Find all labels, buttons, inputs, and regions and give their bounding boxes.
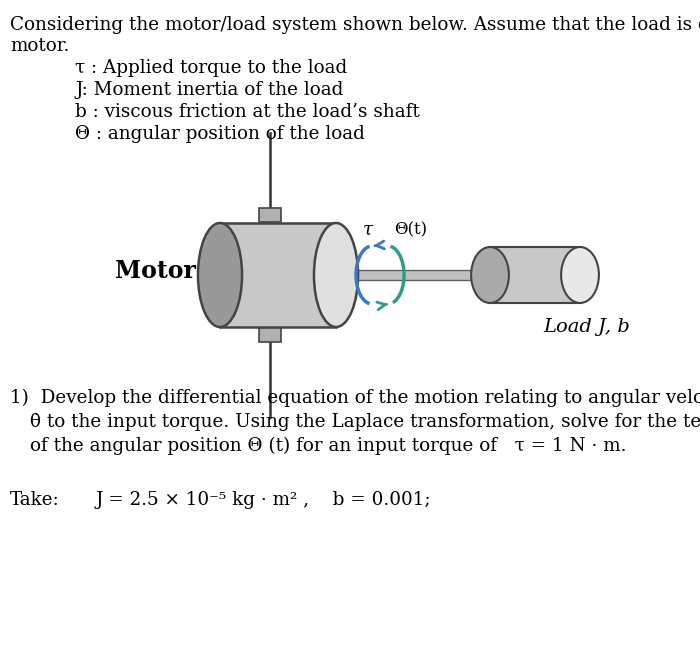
Text: 1)  Develop the differential equation of the motion relating to angular velocity: 1) Develop the differential equation of …: [10, 389, 700, 408]
Text: motor.: motor.: [10, 37, 69, 55]
Ellipse shape: [561, 247, 599, 303]
Text: Take:: Take:: [10, 491, 60, 509]
Text: Load J, b: Load J, b: [543, 318, 630, 336]
Text: J = 2.5 × 10⁻⁵ kg · m² ,    b = 0.001;: J = 2.5 × 10⁻⁵ kg · m² , b = 0.001;: [95, 491, 430, 509]
Text: Considering the motor/load system shown below. Assume that the load is driven by: Considering the motor/load system shown …: [10, 16, 700, 34]
Text: Motor: Motor: [115, 259, 196, 283]
Bar: [259, 208, 281, 222]
Text: τ : Applied torque to the load: τ : Applied torque to the load: [75, 59, 347, 77]
Bar: [356, 270, 490, 280]
Text: τ: τ: [363, 221, 373, 239]
Bar: [259, 328, 281, 342]
Text: Θ(t): Θ(t): [394, 221, 427, 238]
Text: J: Moment inertia of the load: J: Moment inertia of the load: [75, 81, 344, 99]
Bar: [220, 223, 336, 327]
Text: Θ : angular position of the load: Θ : angular position of the load: [75, 125, 365, 143]
Text: θ̇ to the input torque. Using the Laplace transformation, solve for the temporal: θ̇ to the input torque. Using the Laplac…: [30, 413, 700, 431]
Ellipse shape: [314, 223, 358, 327]
Ellipse shape: [198, 223, 242, 327]
Ellipse shape: [471, 247, 509, 303]
Text: of the angular position Θ (t) for an input torque of   τ = 1 N · m.: of the angular position Θ (t) for an inp…: [30, 437, 626, 456]
Text: b : viscous friction at the load’s shaft: b : viscous friction at the load’s shaft: [75, 103, 420, 121]
Bar: [490, 247, 580, 303]
